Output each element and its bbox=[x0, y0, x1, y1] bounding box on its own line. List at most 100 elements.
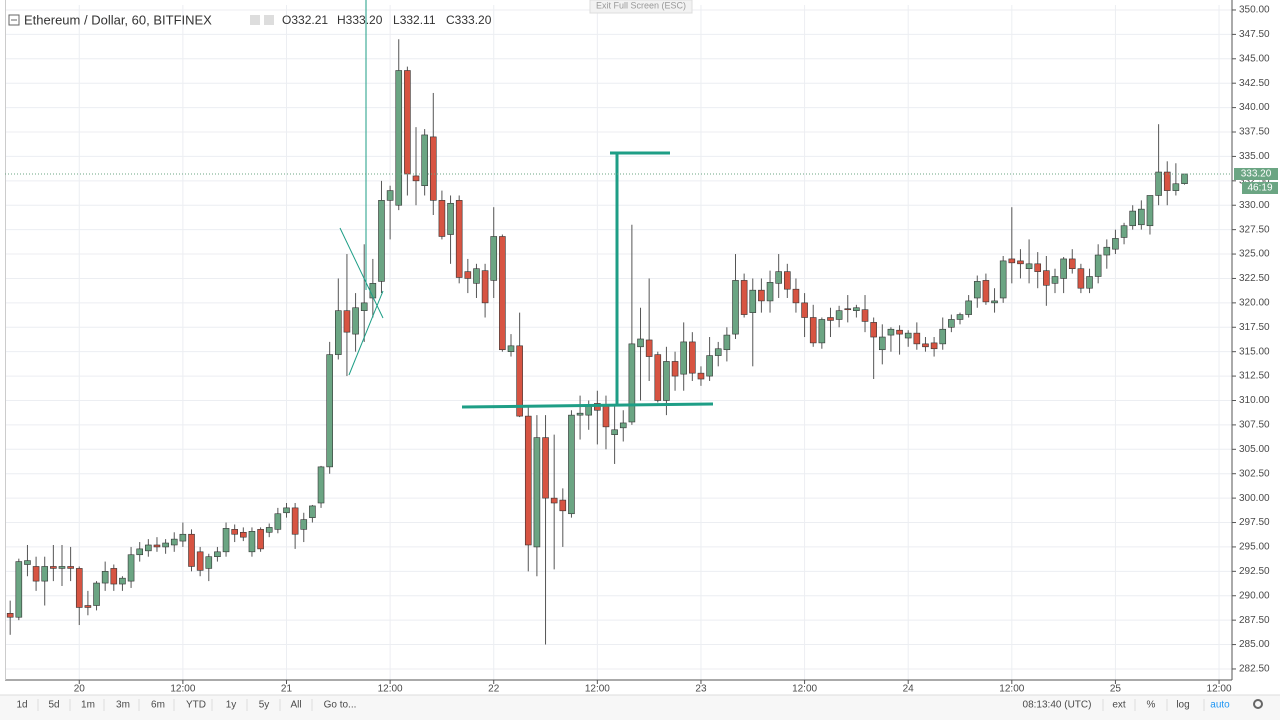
y-tick-label: 327.50 bbox=[1239, 224, 1270, 235]
candle-body bbox=[749, 289, 757, 313]
settings-icon[interactable] bbox=[1253, 699, 1263, 709]
x-tick-label: 12:00 bbox=[585, 684, 610, 695]
candle-body bbox=[809, 317, 817, 344]
y-tick-label: 292.50 bbox=[1239, 566, 1270, 577]
ohlc-value: 332.11 bbox=[400, 13, 436, 27]
candle-body bbox=[680, 341, 687, 375]
candle-body bbox=[1146, 195, 1154, 227]
candle-body bbox=[1060, 258, 1067, 279]
candle-body bbox=[170, 538, 178, 546]
goto-button[interactable]: Go to... bbox=[324, 700, 357, 711]
y-tick-label: 285.00 bbox=[1239, 639, 1270, 650]
x-tick-label: 12:00 bbox=[1207, 684, 1232, 695]
ohlc-item: C333.20 bbox=[446, 13, 492, 27]
drawing-line bbox=[339, 227, 384, 319]
candle-body bbox=[533, 437, 541, 548]
candle-body bbox=[550, 497, 558, 504]
x-tick-label: 24 bbox=[903, 684, 915, 695]
candle-body bbox=[15, 561, 23, 618]
candle-body bbox=[853, 307, 860, 311]
candle-body bbox=[965, 300, 972, 315]
range-button[interactable]: 5y bbox=[259, 700, 270, 711]
range-button[interactable]: 5d bbox=[48, 700, 59, 711]
candle-body bbox=[162, 542, 169, 548]
y-tick-label: 300.00 bbox=[1239, 493, 1270, 504]
y-tick-label: 320.00 bbox=[1239, 298, 1270, 309]
candle-body bbox=[179, 533, 187, 542]
range-button[interactable]: 1d bbox=[16, 700, 27, 711]
candle-body bbox=[101, 571, 109, 584]
candle-body bbox=[516, 345, 523, 417]
ohlc-item: O332.21 bbox=[282, 13, 328, 27]
candle-body bbox=[438, 200, 446, 237]
candle-body bbox=[291, 507, 299, 535]
candle-body bbox=[67, 566, 74, 569]
range-button[interactable]: YTD bbox=[186, 700, 206, 711]
toggle-button[interactable]: ext bbox=[1112, 700, 1126, 711]
x-tick-label: 20 bbox=[74, 684, 86, 695]
y-tick-label: 332.50 bbox=[1239, 175, 1270, 186]
range-button[interactable]: 6m bbox=[151, 700, 165, 711]
candle-body bbox=[136, 548, 144, 556]
candle-body bbox=[41, 566, 49, 582]
candle-body bbox=[119, 577, 126, 585]
candle-body bbox=[568, 414, 575, 515]
candle-body bbox=[84, 605, 92, 608]
candle-body bbox=[697, 372, 705, 380]
collapse-icon[interactable] bbox=[8, 14, 20, 26]
candle-body bbox=[196, 551, 204, 571]
candle-body bbox=[473, 268, 480, 284]
candle-body bbox=[689, 341, 696, 374]
toggle-button[interactable]: % bbox=[1147, 700, 1156, 711]
candle-body bbox=[628, 343, 636, 423]
candle-body bbox=[300, 519, 308, 530]
toggle-button[interactable]: log bbox=[1176, 700, 1189, 711]
ohlc-key: C bbox=[446, 13, 455, 27]
icon[interactable] bbox=[264, 15, 274, 25]
y-tick-label: 322.50 bbox=[1239, 273, 1270, 284]
range-button[interactable]: 1y bbox=[226, 700, 237, 711]
ohlc-value: 333.20 bbox=[455, 13, 492, 27]
range-button[interactable]: All bbox=[290, 700, 301, 711]
range-button[interactable]: 3m bbox=[116, 700, 130, 711]
x-tick-label: 21 bbox=[281, 684, 293, 695]
candle-body bbox=[395, 70, 403, 206]
candle-body bbox=[801, 302, 808, 318]
candle-body bbox=[671, 361, 679, 377]
y-tick-label: 302.50 bbox=[1239, 468, 1270, 479]
ohlc-value: 333.20 bbox=[346, 13, 383, 27]
candle-body bbox=[619, 422, 627, 429]
range-button[interactable]: 1m bbox=[81, 700, 95, 711]
candle-body bbox=[611, 429, 618, 435]
candle-body bbox=[559, 499, 567, 512]
candle-body bbox=[1051, 276, 1059, 284]
candle-body bbox=[50, 566, 57, 569]
candle-body bbox=[326, 354, 333, 468]
ohlc-key: O bbox=[282, 13, 291, 27]
candle-body bbox=[818, 319, 826, 344]
candle-body bbox=[343, 310, 351, 333]
last-price-badge bbox=[1234, 167, 1278, 180]
y-tick-label: 287.50 bbox=[1239, 615, 1270, 626]
y-tick-label: 335.00 bbox=[1239, 151, 1270, 162]
candle-body bbox=[274, 513, 282, 530]
toggle-button[interactable]: auto bbox=[1210, 700, 1230, 711]
icon[interactable] bbox=[250, 15, 260, 25]
x-tick-label: 12:00 bbox=[378, 684, 403, 695]
x-tick-label: 12:00 bbox=[792, 684, 817, 695]
y-tick-label: 312.50 bbox=[1239, 371, 1270, 382]
toolbar-items: 1d 5d 1m 3m 6m YTD 1y 5y All Go to... 08:13:40 (UT… bbox=[16, 699, 1230, 711]
y-tick-label: 325.00 bbox=[1239, 249, 1270, 260]
x-tick-label: 23 bbox=[695, 684, 707, 695]
candle-body bbox=[222, 528, 230, 553]
countdown: 46:19 bbox=[1247, 183, 1272, 194]
candle-body bbox=[455, 200, 463, 278]
candle-body bbox=[956, 314, 964, 320]
exit-fullscreen-label[interactable]: Exit Full Screen (ESC) bbox=[596, 0, 686, 10]
last-price-label: 333.20 bbox=[1241, 169, 1272, 180]
legend: Ethereum / Dollar, 60, BITFINEX O332.21 H… bbox=[8, 12, 492, 27]
x-tick-label: 25 bbox=[1110, 684, 1122, 695]
candle-body bbox=[127, 554, 135, 582]
exit-fullscreen[interactable] bbox=[589, 0, 693, 14]
